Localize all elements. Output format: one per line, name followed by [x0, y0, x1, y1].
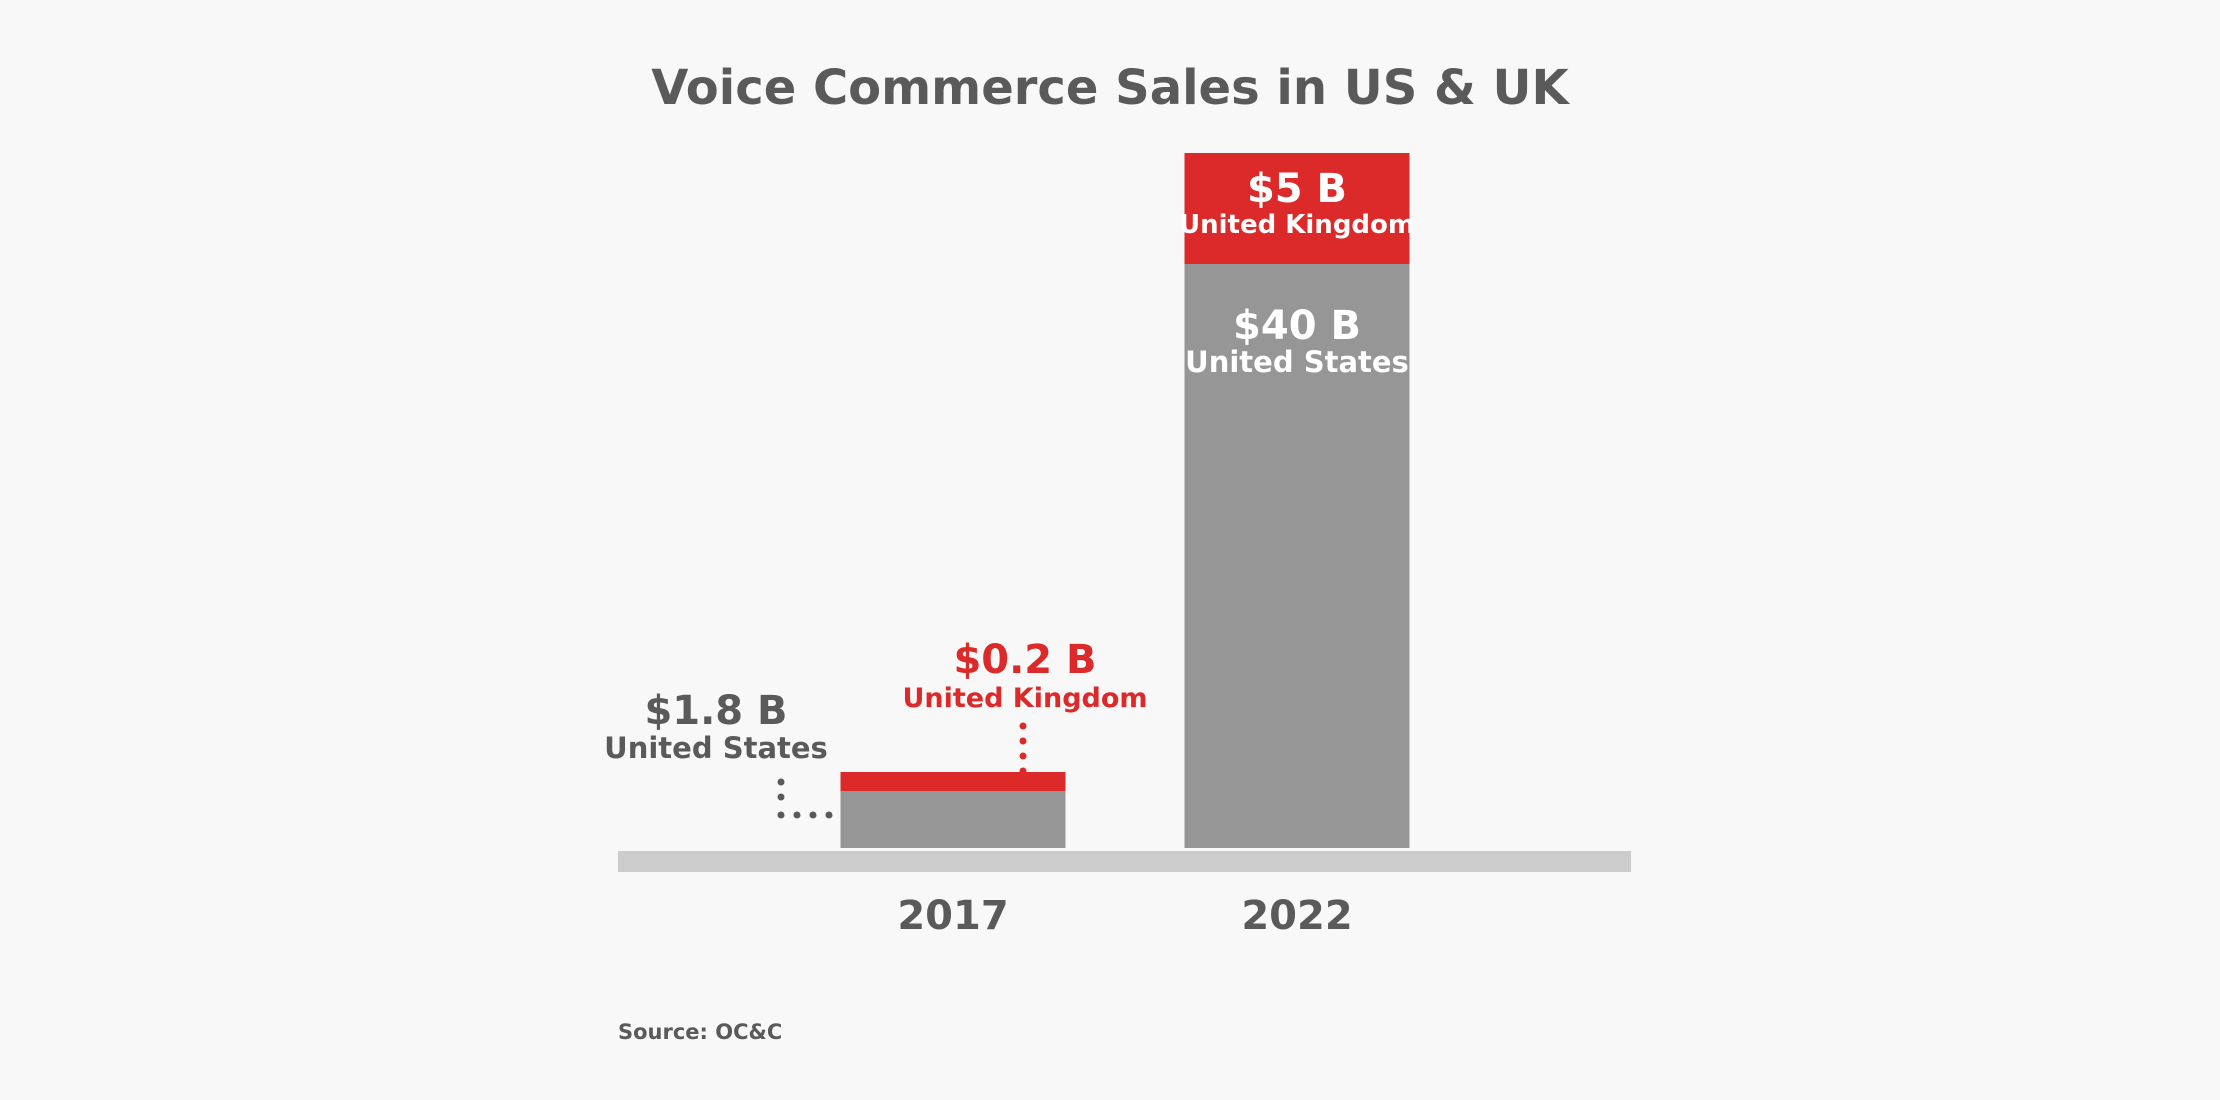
baseline-bar: [618, 851, 1631, 872]
leader-dot-uk-2: [1019, 752, 1027, 760]
leader-dot-us-3: [793, 811, 801, 819]
leader-dot-uk-1: [1019, 737, 1027, 745]
leader-dot-us-2: [777, 811, 785, 819]
bar-uk-2017: [840, 772, 1066, 791]
bars-layer: [840, 153, 1410, 848]
leader-dot-uk-0: [1019, 722, 1027, 730]
data-label-uk-region-2017: United Kingdom: [902, 683, 1147, 714]
data-label-us-value-2017: $1.8 B: [644, 688, 787, 734]
data-label-us-region-2022: United States: [1185, 345, 1409, 379]
source-note: Source: OC&C: [618, 1020, 782, 1044]
leader-dot-us-1: [777, 793, 785, 801]
leader-dot-us-5: [825, 811, 833, 819]
data-label-uk-value-2022: $5 B: [1247, 166, 1347, 212]
bar-us-2022: [1184, 264, 1410, 848]
data-label-us-region-2017: United States: [604, 731, 828, 765]
leader-dot-us-0: [777, 778, 785, 786]
chart-title: Voice Commerce Sales in US & UK: [651, 60, 1570, 116]
leader-dot-uk-3: [1019, 767, 1027, 775]
data-label-uk-value-2017: $0.2 B: [953, 637, 1096, 683]
leader-dot-us-4: [809, 811, 817, 819]
x-tick-label-2017: 2017: [897, 893, 1008, 939]
bar-uk-2022: [1184, 153, 1410, 264]
x-tick-label-2022: 2022: [1241, 893, 1352, 939]
bar-us-2017: [840, 791, 1066, 848]
data-label-uk-region-2022: United Kingdom: [1179, 210, 1415, 240]
data-label-us-value-2022: $40 B: [1233, 303, 1361, 349]
